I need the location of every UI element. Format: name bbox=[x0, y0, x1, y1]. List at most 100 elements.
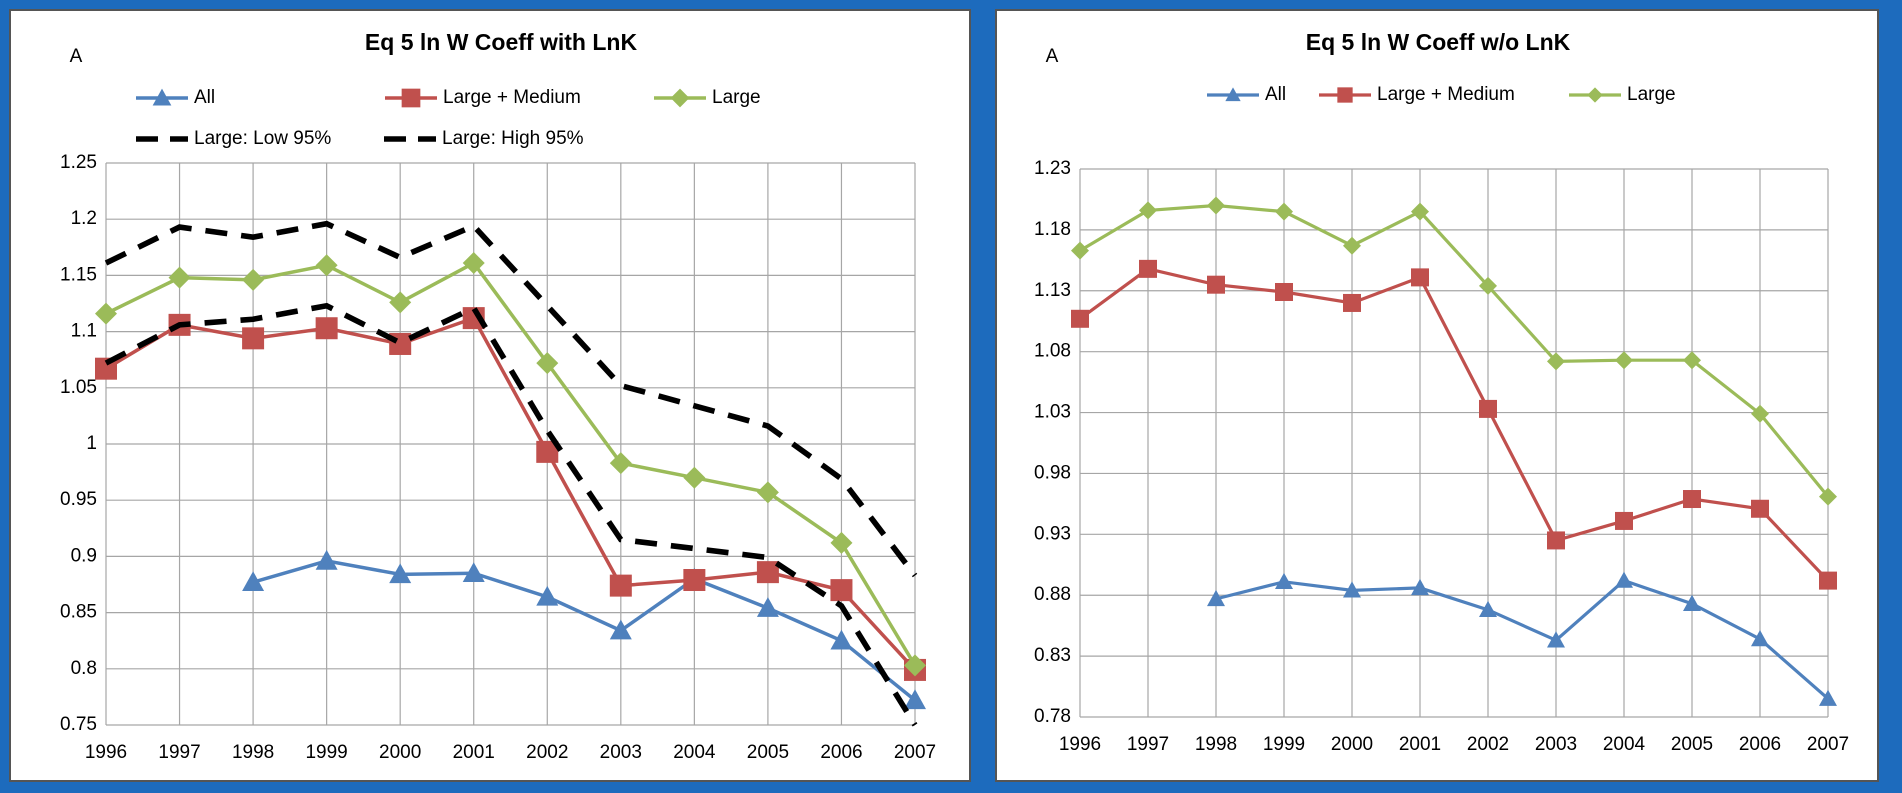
marker bbox=[1275, 202, 1293, 221]
annotation: A bbox=[1046, 46, 1059, 67]
marker bbox=[462, 562, 485, 583]
marker bbox=[1547, 531, 1565, 550]
y-tick-label: 0.8 bbox=[71, 658, 97, 679]
marker bbox=[1751, 499, 1769, 518]
marker bbox=[1819, 571, 1837, 590]
x-tick-label: 2006 bbox=[1739, 734, 1781, 755]
marker bbox=[242, 327, 265, 350]
marker bbox=[756, 597, 779, 617]
x-tick-label: 2007 bbox=[1807, 734, 1849, 755]
marker bbox=[315, 549, 338, 570]
x-tick-label: 2001 bbox=[453, 742, 495, 763]
marker bbox=[830, 629, 853, 650]
marker bbox=[462, 252, 485, 275]
marker bbox=[1207, 275, 1225, 294]
series-line bbox=[104, 302, 918, 727]
chart-title: Eq 5 ln W Coeff w/o LnK bbox=[1306, 29, 1571, 55]
x-tick-label: 2005 bbox=[747, 742, 789, 763]
marker bbox=[242, 268, 265, 291]
panel-border bbox=[995, 9, 1879, 782]
marker bbox=[389, 291, 412, 314]
y-tick-label: 0.93 bbox=[1034, 523, 1071, 544]
marker bbox=[1683, 351, 1701, 370]
x-tick-label: 2004 bbox=[1603, 734, 1646, 755]
chart-title: Eq 5 ln W Coeff with LnK bbox=[365, 29, 638, 55]
marker bbox=[609, 619, 632, 640]
legend-label: Large + Medium bbox=[1377, 84, 1515, 105]
x-tick-label: 2001 bbox=[1399, 734, 1441, 755]
marker bbox=[904, 689, 926, 710]
x-tick-label: 1999 bbox=[305, 742, 347, 763]
y-tick-label: 1.25 bbox=[60, 152, 97, 173]
marker bbox=[1683, 594, 1701, 611]
marker bbox=[756, 481, 779, 504]
chart-panel: Eq 5 ln W Coeff with LnK A 0.75 0.8 0.85 0.9 0… bbox=[9, 9, 971, 782]
legend-label: Large: High 95% bbox=[442, 128, 584, 149]
marker bbox=[1275, 282, 1293, 301]
y-tick-label: 1 bbox=[86, 433, 97, 454]
x-tick-label: 1996 bbox=[85, 742, 127, 763]
x-tick-label: 2000 bbox=[379, 742, 421, 763]
legend-label: Large bbox=[712, 87, 761, 108]
legend-label: All bbox=[194, 87, 215, 108]
y-tick-label: 1.23 bbox=[1034, 158, 1071, 179]
marker bbox=[670, 88, 690, 108]
marker bbox=[1343, 293, 1361, 312]
marker bbox=[536, 352, 559, 375]
marker bbox=[830, 579, 853, 602]
annotation: A bbox=[70, 46, 83, 67]
marker bbox=[1615, 511, 1633, 530]
y-tick-label: 0.88 bbox=[1034, 584, 1071, 605]
y-tick-label: 0.98 bbox=[1034, 462, 1071, 483]
marker bbox=[1479, 600, 1497, 618]
panel-border bbox=[9, 9, 971, 782]
series-line bbox=[1079, 203, 1830, 498]
marker bbox=[1411, 578, 1429, 596]
x-tick-label: 2006 bbox=[820, 742, 862, 763]
y-tick-label: 0.83 bbox=[1034, 645, 1071, 666]
marker bbox=[830, 531, 853, 554]
marker bbox=[1071, 309, 1089, 328]
y-tick-label: 1.18 bbox=[1034, 219, 1071, 240]
y-tick-label: 0.75 bbox=[60, 714, 97, 735]
marker bbox=[389, 563, 412, 584]
legend-label: Large: Low 95% bbox=[194, 128, 331, 149]
y-tick-label: 1.1 bbox=[71, 321, 97, 342]
marker bbox=[1071, 241, 1089, 260]
marker bbox=[95, 302, 117, 325]
y-tick-label: 0.85 bbox=[60, 602, 97, 623]
y-tick-label: 1.15 bbox=[60, 264, 97, 285]
y-tick-label: 1.08 bbox=[1034, 341, 1071, 362]
y-tick-label: 1.03 bbox=[1034, 402, 1071, 423]
marker bbox=[1343, 581, 1361, 598]
legend-label: Large bbox=[1627, 84, 1676, 105]
series-line bbox=[252, 559, 917, 702]
x-tick-label: 1999 bbox=[1263, 734, 1305, 755]
y-tick-label: 0.78 bbox=[1034, 706, 1071, 727]
marker bbox=[609, 574, 632, 597]
x-tick-label: 2005 bbox=[1671, 734, 1713, 755]
marker bbox=[1547, 631, 1565, 648]
x-tick-label: 1997 bbox=[158, 742, 200, 763]
marker bbox=[1683, 490, 1701, 509]
marker bbox=[683, 569, 706, 592]
marker bbox=[1615, 351, 1633, 370]
marker bbox=[1819, 487, 1837, 506]
series-line bbox=[1079, 267, 1830, 582]
marker bbox=[609, 452, 632, 475]
marker bbox=[1225, 87, 1241, 102]
y-tick-label: 0.9 bbox=[71, 545, 97, 566]
legend-label: Large + Medium bbox=[443, 87, 581, 108]
x-tick-label: 2000 bbox=[1331, 734, 1373, 755]
marker bbox=[1207, 589, 1225, 607]
marker bbox=[1411, 202, 1429, 221]
marker bbox=[1479, 276, 1497, 295]
x-tick-label: 1997 bbox=[1127, 734, 1169, 755]
x-tick-label: 1998 bbox=[232, 742, 274, 763]
legend-label: All bbox=[1265, 84, 1286, 105]
y-tick-label: 1.2 bbox=[71, 208, 97, 229]
marker bbox=[315, 317, 338, 340]
y-tick-label: 1.13 bbox=[1034, 280, 1071, 301]
marker bbox=[1207, 196, 1225, 215]
marker bbox=[1343, 236, 1361, 255]
